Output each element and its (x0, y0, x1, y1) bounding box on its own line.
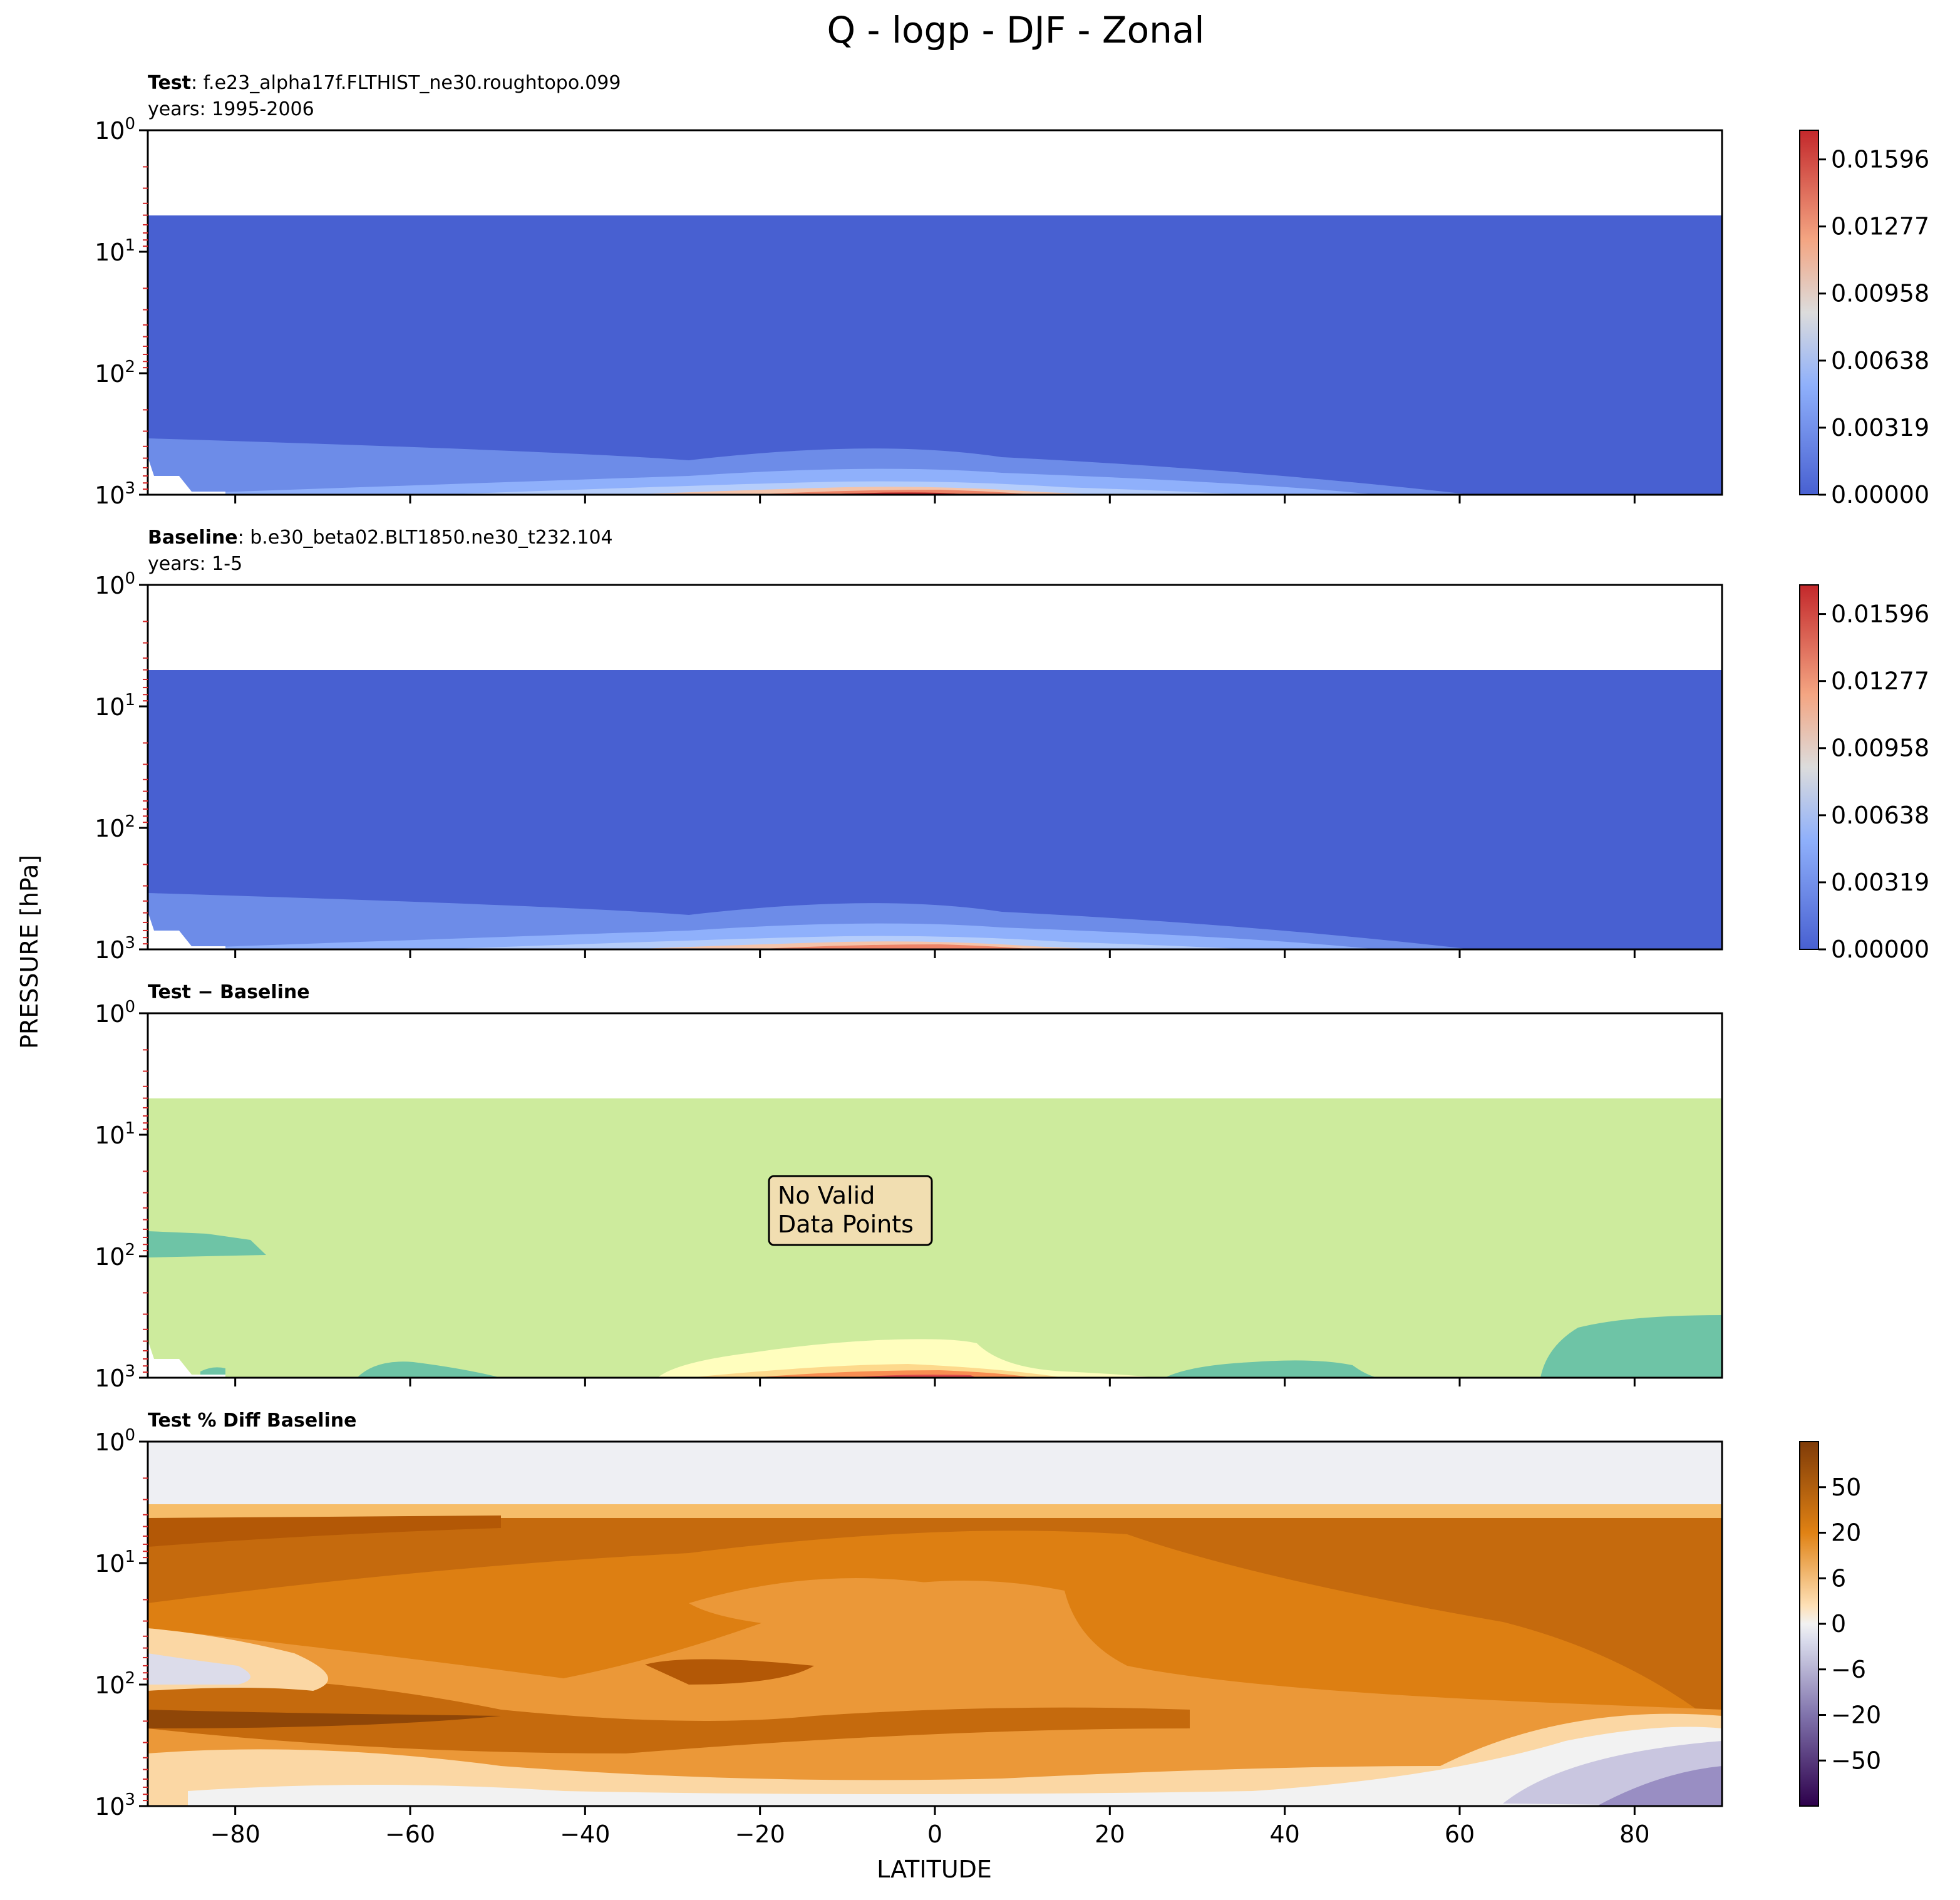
colorbar-tick-label: 0.00000 (1831, 481, 1929, 509)
y-tick-label: 103 (95, 479, 135, 509)
x-tick-label: −80 (210, 1820, 260, 1848)
colorbar-tick-label: 50 (1831, 1474, 1861, 1501)
colorbar-tick-label: −50 (1831, 1747, 1881, 1774)
y-tick-label: 102 (95, 1669, 135, 1699)
colorbar-tick-label: 0.00958 (1831, 280, 1929, 307)
colorbar-tick-label: 0.00638 (1831, 802, 1929, 829)
y-tick-label: 100 (95, 569, 135, 599)
y-tick-label: 101 (95, 236, 135, 266)
y-tick-label: 103 (95, 934, 135, 964)
y-tick-label: 102 (95, 1241, 135, 1271)
colorbar-tick-label: 0.00638 (1831, 347, 1929, 374)
y-tick-label: 103 (95, 1790, 135, 1820)
x-tick-label: −40 (560, 1820, 610, 1848)
panel-baseline: Baseline: b.e30_beta02.BLT1850.ne30_t232… (148, 527, 1722, 949)
x-tick-label: −60 (385, 1820, 435, 1848)
panel-test: Test: f.e23_alpha17f.FLTHIST_ne30.rought… (148, 72, 1722, 495)
colorbar-tick-label: −20 (1831, 1701, 1881, 1729)
colorbar-tick-label: 20 (1831, 1519, 1861, 1547)
colorbars: 0.00000 0.00319 0.00638 0.00958 0.01277 0.015… (1799, 130, 1929, 1807)
annotation-line-1: No Valid (778, 1182, 875, 1209)
x-tick-label: 0 (927, 1820, 942, 1848)
y-tick-label: 101 (95, 691, 135, 721)
colorbar-tick-label: 0.00958 (1831, 735, 1929, 762)
panel-difference-label: Test − Baseline (148, 981, 310, 1003)
x-axis-label: LATITUDE (877, 1856, 992, 1883)
colorbar-0 (1799, 130, 1819, 495)
panel-test-field (148, 215, 1722, 495)
colorbar-tick-label: 0.00319 (1831, 869, 1929, 896)
panel-difference: Test − Baseline No Valid Data Points (148, 981, 1722, 1378)
panel-percent-diff: Test % Diff Baseline (148, 1410, 1722, 1806)
x-tick-label: 60 (1445, 1820, 1475, 1848)
colorbar-tick-label: 0 (1831, 1610, 1846, 1638)
no-valid-data-annotation: No Valid Data Points (768, 1175, 933, 1246)
y-tick-label: 101 (95, 1119, 135, 1149)
x-tick-label: −20 (735, 1820, 785, 1848)
panel-baseline-label: Baseline: b.e30_beta02.BLT1850.ne30_t232… (148, 527, 613, 549)
colorbar-tick-label: −6 (1831, 1656, 1866, 1683)
colorbar-tick-label: 0.01596 (1831, 146, 1929, 173)
y-tick-label: 102 (95, 358, 135, 388)
y-axis-label: PRESSURE [hPa] (16, 855, 43, 1049)
annotation-line-2: Data Points (778, 1211, 914, 1238)
panel-difference-field (148, 1098, 1722, 1378)
x-tick-label: 20 (1095, 1820, 1125, 1848)
colorbar-tick-label: 0.00319 (1831, 414, 1929, 441)
y-tick-label: 103 (95, 1362, 135, 1392)
colorbar-3 (1799, 1441, 1819, 1807)
colorbar-1 (1799, 584, 1819, 950)
y-tick-label: 101 (95, 1547, 135, 1577)
x-axis-ticks: −80 −60 −40 −20 0 20 40 60 80 (210, 495, 1650, 1848)
colorbar-tick-label: 6 (1831, 1564, 1846, 1592)
panel-test-years: years: 1995-2006 (148, 98, 314, 120)
y-tick-label: 102 (95, 812, 135, 842)
y-tick-label: 100 (95, 1426, 135, 1456)
y-tick-label: 100 (95, 998, 135, 1028)
colorbar-tick-label: 0.01277 (1831, 668, 1929, 695)
panel-baseline-field (148, 670, 1722, 949)
y-tick-label: 100 (95, 115, 135, 145)
colorbar-tick-label: 0.01277 (1831, 213, 1929, 240)
colorbar-tick-label: 0.00000 (1831, 936, 1929, 963)
y-axis-ticks: 100 101 102 103 100 101 102 103 100 101 102 103 100 1… (95, 115, 148, 1820)
figure-title: Q - logp - DJF - Zonal (827, 9, 1204, 51)
panel-baseline-years: years: 1-5 (148, 553, 242, 575)
panel-percent-diff-label: Test % Diff Baseline (148, 1410, 357, 1432)
panel-test-label: Test: f.e23_alpha17f.FLTHIST_ne30.rought… (148, 72, 621, 94)
colorbar-tick-label: 0.01596 (1831, 601, 1929, 628)
panel-percent-diff-field (148, 1442, 1722, 1806)
x-tick-label: 80 (1619, 1820, 1649, 1848)
x-tick-label: 40 (1269, 1820, 1299, 1848)
